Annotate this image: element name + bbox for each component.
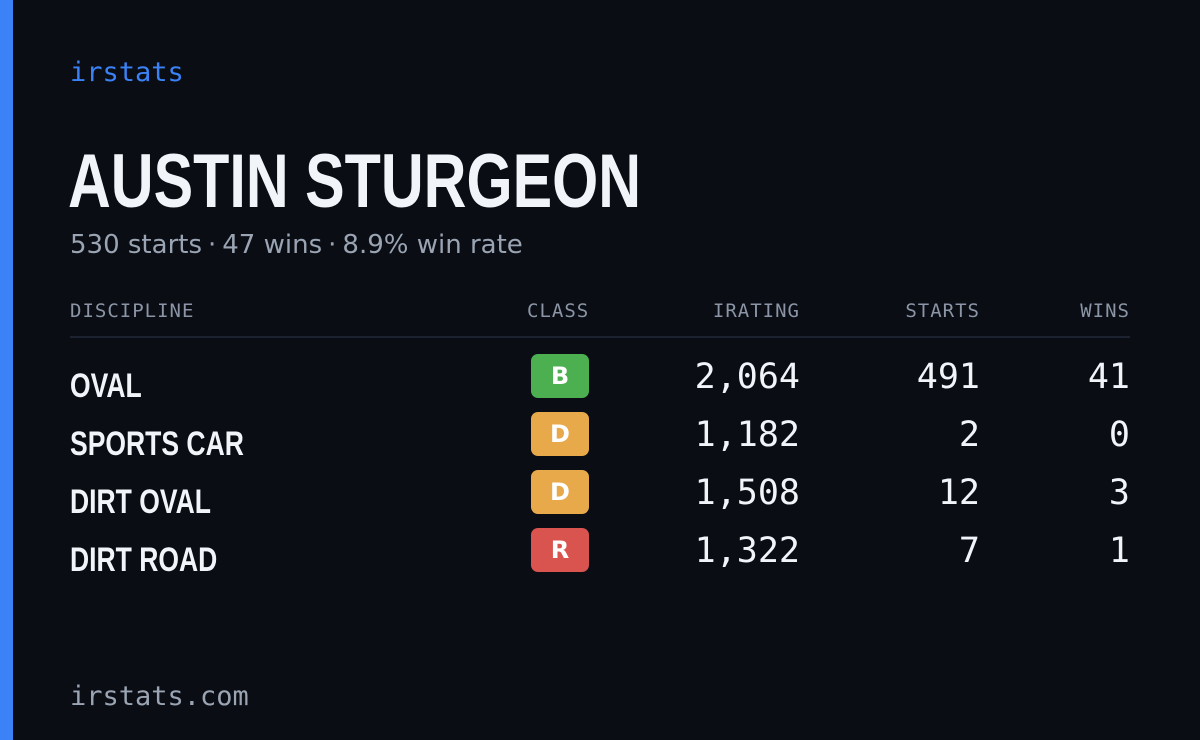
brand-logo: irstats xyxy=(70,57,184,88)
discipline-name: DIRT OVAL xyxy=(70,483,211,521)
starts-summary: 530 starts xyxy=(70,230,202,260)
irating-value: 1,322 xyxy=(694,531,800,571)
wins-value: 1 xyxy=(1108,531,1130,571)
player-summary: 530 starts · 47 wins · 8.9% win rate xyxy=(70,228,523,262)
summary-separator: · xyxy=(208,230,217,260)
irating-value: 2,064 xyxy=(694,357,800,397)
starts-value: 12 xyxy=(937,473,980,513)
discipline-name: SPORTS CAR xyxy=(70,425,244,463)
wins-value: 3 xyxy=(1108,473,1130,513)
win-rate-summary: 8.9% win rate xyxy=(342,230,523,260)
column-header-discipline: DISCIPLINE xyxy=(70,300,195,322)
class-badge: D xyxy=(531,412,589,456)
starts-value: 491 xyxy=(916,357,980,397)
table-body: OVAL B 2,064 491 41 SPORTS CAR D 1,182 2… xyxy=(70,354,1130,586)
discipline-name: OVAL xyxy=(70,367,142,405)
player-name: AUSTIN STURGEON xyxy=(68,139,642,224)
wins-value: 41 xyxy=(1087,357,1130,397)
table-row: DIRT ROAD R 1,322 7 1 xyxy=(70,528,1130,586)
table-row: SPORTS CAR D 1,182 2 0 xyxy=(70,412,1130,470)
column-header-irating: IRATING xyxy=(712,300,800,322)
column-header-class: CLASS xyxy=(527,300,590,322)
accent-bar xyxy=(0,0,13,740)
column-header-starts: STARTS xyxy=(905,300,980,322)
starts-value: 2 xyxy=(958,415,980,455)
column-header-wins: WINS xyxy=(1080,300,1130,322)
class-badge: B xyxy=(531,354,589,398)
discipline-name: DIRT ROAD xyxy=(70,541,218,579)
irating-value: 1,508 xyxy=(694,473,800,513)
footer-url: irstats.com xyxy=(70,681,249,712)
summary-separator: · xyxy=(328,230,337,260)
starts-value: 7 xyxy=(958,531,980,571)
discipline-stats-table: DISCIPLINE CLASS IRATING STARTS WINS OVA… xyxy=(70,296,1130,586)
class-badge: R xyxy=(531,528,589,572)
table-header: DISCIPLINE CLASS IRATING STARTS WINS xyxy=(70,296,1130,338)
wins-value: 0 xyxy=(1108,415,1130,455)
table-row: DIRT OVAL D 1,508 12 3 xyxy=(70,470,1130,528)
wins-summary: 47 wins xyxy=(222,230,323,260)
class-badge: D xyxy=(531,470,589,514)
irating-value: 1,182 xyxy=(694,415,800,455)
table-row: OVAL B 2,064 491 41 xyxy=(70,354,1130,412)
